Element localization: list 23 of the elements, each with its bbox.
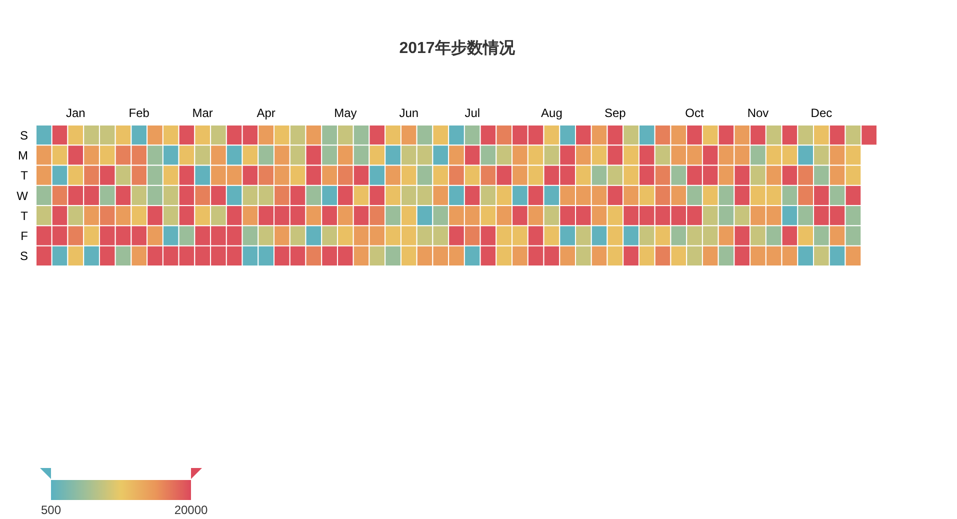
y-tick-label: S [20,249,28,264]
y-tick-label: T [20,168,29,183]
x-tick-label: Jul [464,106,480,120]
color-bar-label: 20000 [174,503,208,517]
x-tick-label: Jan [66,106,86,120]
y-tick-label: F [20,229,28,244]
x-tick-label: Aug [541,106,562,120]
x-tick-label: Oct [685,106,705,120]
x-tick-label: Mar [192,106,213,120]
x-tick-label: Apr [256,106,276,120]
x-tick-label: Jun [399,106,419,120]
x-tick-label: Feb [128,106,150,120]
y-tick-label: W [16,188,29,203]
x-tick-label: May [334,106,357,120]
chart-title: 2017年步数情况 [398,38,516,59]
y-tick-label: T [20,208,29,223]
x-tick-label: Sep [604,106,626,120]
color-bar-label: 500 [40,503,62,517]
y-tick-label: M [18,148,28,162]
x-tick-label: Dec [810,106,832,120]
x-tick-label: Nov [747,106,769,120]
colorbar: 500 20000 [40,480,208,517]
y-tick-label: S [20,128,28,142]
